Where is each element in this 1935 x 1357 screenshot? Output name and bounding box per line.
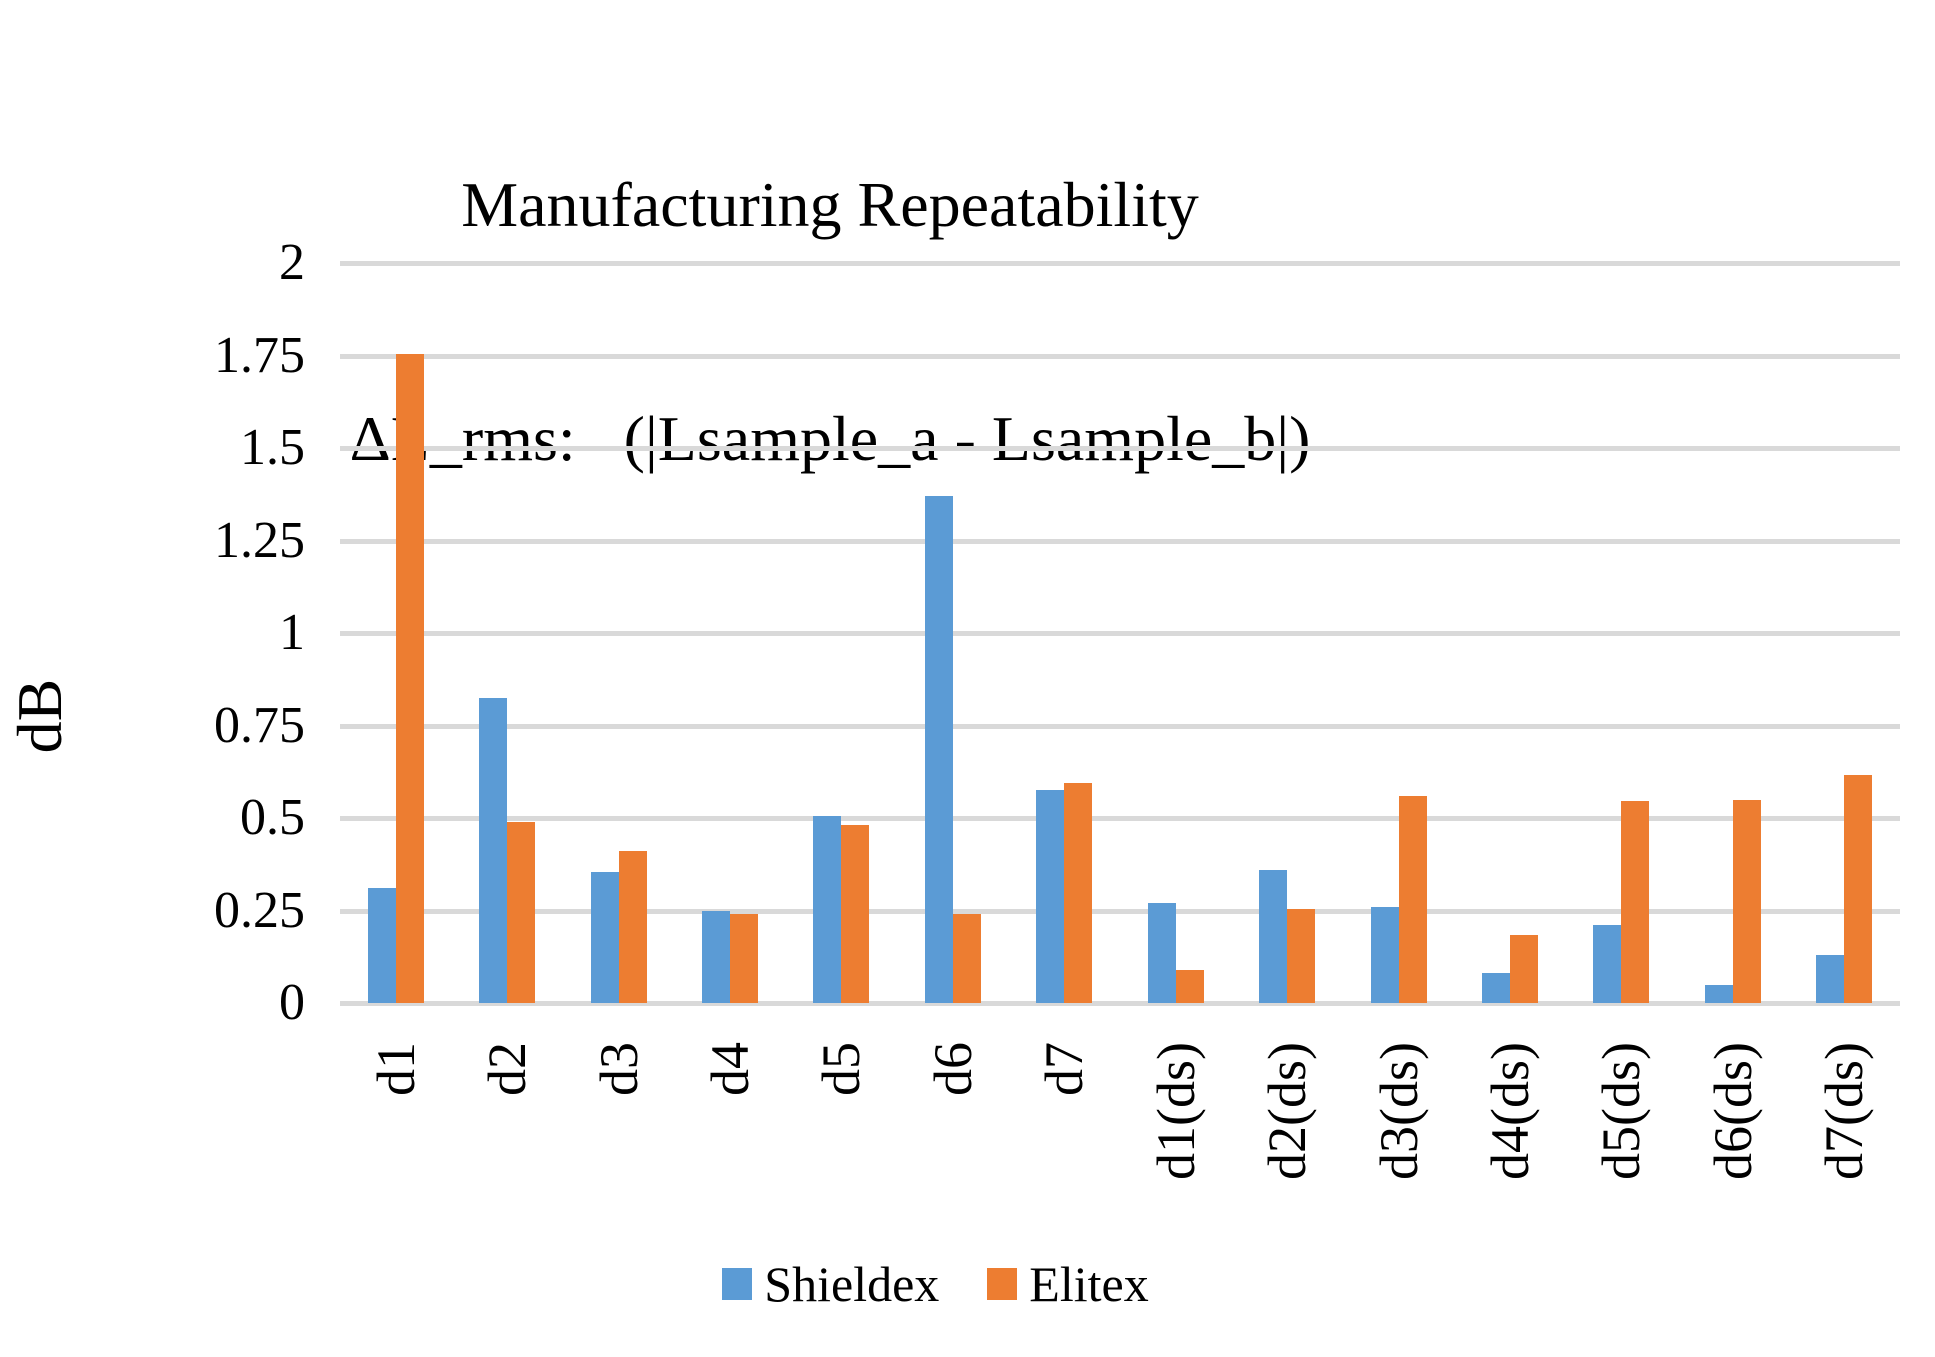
- y-tick-label: 0.75: [214, 696, 305, 754]
- bar-shieldex-d3: [590, 871, 619, 1003]
- bar-elitex-d2(ds): [1287, 908, 1316, 1003]
- x-tick-label-d7(ds): d7(ds): [1814, 1042, 1875, 1180]
- bar-shieldex-d2(ds): [1259, 869, 1288, 1003]
- bar-shieldex-d2: [479, 697, 508, 1003]
- y-tick-label: 0: [279, 974, 305, 1031]
- bar-shieldex-d3(ds): [1370, 906, 1399, 1003]
- bar-elitex-d7(ds): [1844, 775, 1873, 1003]
- y-tick-label: 0.25: [214, 881, 305, 939]
- bar-elitex-d3: [618, 851, 647, 1003]
- x-tick-label-d6(ds): d6(ds): [1702, 1042, 1763, 1180]
- bar-shieldex-d6: [924, 496, 953, 1003]
- bar-elitex-d2: [507, 821, 536, 1003]
- bar-shieldex-d5(ds): [1593, 925, 1622, 1003]
- bar-shieldex-d6(ds): [1704, 984, 1733, 1003]
- gridline: [340, 261, 1900, 266]
- x-tick-label-d4: d4: [700, 1042, 760, 1096]
- y-tick-label: 1: [279, 604, 305, 661]
- legend-item-elitex: Elitex: [987, 1256, 1149, 1312]
- legend-label-shieldex: Shieldex: [764, 1256, 940, 1312]
- y-tick-label: 2: [279, 234, 305, 291]
- bar-shieldex-d1: [367, 888, 396, 1003]
- x-tick-label-d6: d6: [922, 1042, 983, 1096]
- gridline: [340, 538, 1900, 544]
- legend: Shieldex Elitex: [0, 1256, 1903, 1312]
- bar-shieldex-d7(ds): [1816, 954, 1845, 1003]
- gridline: [340, 816, 1900, 821]
- shieldex-swatch-icon: [722, 1268, 753, 1300]
- bar-elitex-d1: [395, 353, 424, 1003]
- gridline: [340, 1001, 1900, 1006]
- chart-title-line2: ΔL_rms: (|Lsample_a - Lsample_b|): [349, 403, 1311, 474]
- bar-shieldex-d1(ds): [1147, 903, 1176, 1003]
- x-tick-label-d5: d5: [811, 1042, 872, 1096]
- x-tick-label-d7: d7: [1034, 1042, 1095, 1096]
- x-tick-label-d4(ds): d4(ds): [1480, 1042, 1540, 1180]
- gridline: [340, 446, 1900, 451]
- bar-shieldex-d7: [1036, 790, 1065, 1003]
- bar-elitex-d3(ds): [1398, 795, 1427, 1003]
- legend-item-shieldex: Shieldex: [722, 1256, 939, 1312]
- gridline: [340, 353, 1900, 359]
- legend-label-elitex: Elitex: [1029, 1256, 1149, 1312]
- y-tick-label: 1.5: [240, 419, 305, 476]
- x-tick-label-d3(ds): d3(ds): [1368, 1042, 1429, 1180]
- x-tick-label-d2: d2: [477, 1042, 538, 1096]
- gridline: [340, 723, 1900, 729]
- bar-elitex-d7: [1064, 782, 1093, 1003]
- bar-elitex-d4: [730, 914, 758, 1003]
- bar-elitex-d5(ds): [1621, 801, 1650, 1003]
- bar-elitex-d1(ds): [1175, 969, 1204, 1003]
- chart-title: Manufacturing Repeatability ΔL_rms: (|Ls…: [0, 10, 1660, 634]
- x-tick-label-d1(ds): d1(ds): [1145, 1042, 1206, 1180]
- y-axis-title: dB: [4, 678, 75, 754]
- elitex-swatch-icon: [987, 1268, 1018, 1300]
- bar-shieldex-d4(ds): [1482, 973, 1510, 1003]
- y-tick-label: 1.75: [214, 326, 305, 384]
- x-tick-label-d3: d3: [588, 1042, 649, 1096]
- bar-elitex-d5: [841, 825, 870, 1003]
- y-tick-label: 0.5: [240, 789, 305, 846]
- chart-title-line1: Manufacturing Repeatability: [461, 169, 1199, 240]
- x-tick-label-d2(ds): d2(ds): [1257, 1042, 1318, 1180]
- gridline: [340, 908, 1900, 914]
- x-tick-label-d5(ds): d5(ds): [1591, 1042, 1652, 1180]
- bar-shieldex-d4: [702, 910, 730, 1003]
- bar-elitex-d6(ds): [1732, 799, 1761, 1003]
- gridline: [340, 631, 1900, 636]
- bar-elitex-d4(ds): [1510, 934, 1538, 1003]
- bar-shieldex-d5: [813, 816, 842, 1003]
- bar-elitex-d6: [952, 914, 981, 1003]
- y-tick-label: 1.25: [214, 511, 305, 569]
- x-tick-label-d1: d1: [365, 1042, 426, 1096]
